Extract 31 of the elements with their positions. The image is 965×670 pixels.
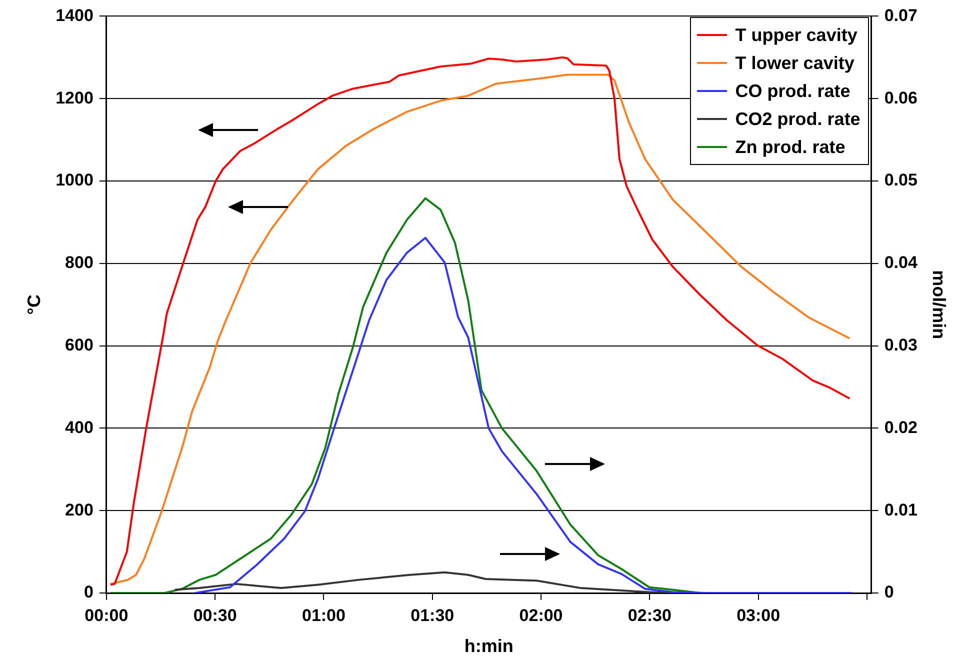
y-tick-label: 1200 (56, 88, 94, 108)
y2-tick-label: 0.04 (884, 253, 918, 272)
x-tick-label: 03:00 (736, 606, 780, 625)
y-tick-label: 600 (65, 335, 94, 354)
y2-axis-title: mol/min (929, 270, 950, 340)
x-tick-label: 02:00 (519, 606, 563, 625)
y-tick-label: 200 (65, 500, 94, 520)
y2-tick-label: 0.07 (884, 6, 918, 25)
y2-tick-label: 0.03 (884, 335, 918, 354)
legend-label: CO2 prod. rate (735, 108, 860, 130)
y-axis-title: °C (24, 294, 44, 315)
y-tick-label: 0 (84, 582, 94, 602)
legend-label: T lower cavity (735, 52, 854, 74)
x-tick-label: 00:00 (84, 606, 128, 625)
y-tick-label: 400 (65, 418, 94, 437)
x-tick-label: 01:00 (302, 606, 346, 625)
x-tick-label: 00:30 (193, 606, 237, 625)
y2-tick-label: 0.02 (884, 418, 918, 437)
y2-tick-label: 0 (884, 582, 894, 602)
y-tick-label: 1000 (56, 170, 94, 190)
legend-label: CO prod. rate (735, 80, 850, 102)
x-axis-title: h:min (464, 636, 514, 656)
y2-tick-label: 0.01 (884, 500, 918, 520)
x-tick-label: 02:30 (628, 606, 672, 625)
legend-label: T upper cavity (735, 24, 858, 46)
y2-tick-label: 0.06 (884, 88, 918, 108)
y2-tick-label: 0.05 (884, 170, 918, 190)
x-tick-label: 01:30 (410, 606, 454, 625)
y-tick-label: 800 (65, 253, 94, 272)
y-tick-label: 1400 (56, 6, 94, 25)
legend-label: Zn prod. rate (735, 136, 846, 158)
